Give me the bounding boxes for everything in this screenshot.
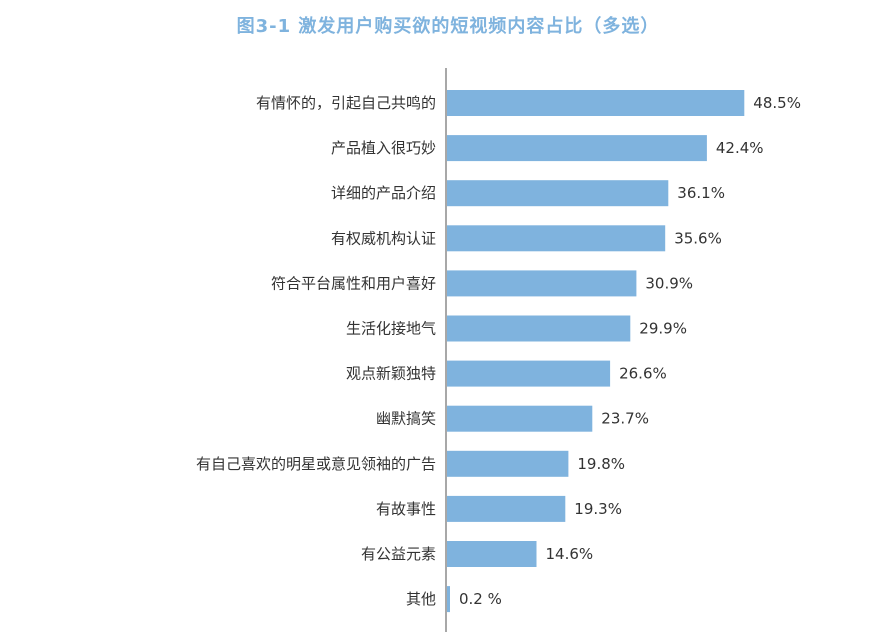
value-label: 19.8% — [577, 455, 625, 473]
bar — [447, 270, 637, 297]
bars-layer — [447, 90, 745, 613]
value-label: 29.9% — [639, 320, 687, 338]
bar — [447, 405, 593, 432]
value-label: 36.1% — [677, 184, 725, 202]
value-labels-layer: 48.5% 42.4% 36.1% 35.6% 30.9% 29.9% 26.6% 23.7%… — [459, 94, 801, 608]
category-label: 观点新颖独特 — [346, 365, 436, 383]
value-label: 19.3% — [574, 500, 622, 518]
bar — [447, 135, 707, 162]
value-label: 30.9% — [645, 274, 693, 292]
category-label: 有公益元素 — [361, 545, 436, 563]
bar — [447, 360, 611, 387]
bar — [447, 180, 669, 207]
category-label: 有故事性 — [376, 500, 436, 518]
category-label: 符合平台属性和用户喜好 — [271, 274, 436, 292]
category-label: 生活化接地气 — [346, 320, 436, 338]
value-label: 26.6% — [619, 365, 667, 383]
bar — [447, 495, 566, 522]
category-label: 有权威机构认证 — [331, 229, 436, 247]
category-label: 有自己喜欢的明星或意见领袖的广告 — [196, 455, 436, 473]
category-label: 幽默搞笑 — [376, 410, 436, 428]
chart-title: 图3-1 激发用户购买欲的短视频内容占比（多选） — [236, 16, 660, 37]
category-labels-layer: 有情怀的，引起自己共鸣的产品植入很巧妙详细的产品介绍有权威机构认证符合平台属性和… — [196, 94, 436, 608]
value-label: 48.5% — [753, 94, 801, 112]
category-label: 有情怀的，引起自己共鸣的 — [256, 94, 436, 112]
category-label: 详细的产品介绍 — [331, 184, 436, 202]
category-label: 产品植入很巧妙 — [331, 139, 436, 157]
bar — [447, 541, 537, 567]
value-label: 14.6% — [546, 545, 594, 563]
value-label: 0.2 % — [459, 590, 502, 608]
category-label: 其他 — [406, 590, 436, 608]
bar — [447, 586, 450, 613]
bar — [447, 90, 745, 116]
value-label: 35.6% — [674, 229, 722, 247]
bar — [447, 225, 666, 252]
value-label: 23.7% — [601, 410, 649, 428]
bar — [447, 315, 631, 342]
bar — [447, 450, 569, 477]
value-label: 42.4% — [716, 139, 764, 157]
